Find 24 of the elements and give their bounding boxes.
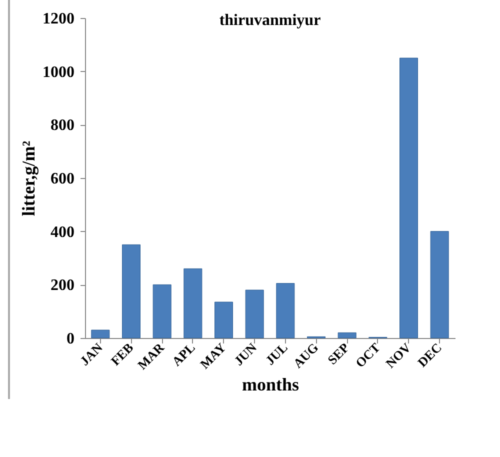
chart-title: thiruvanmiyur [219,12,321,29]
bar [214,302,233,338]
x-axis-title: months [242,374,300,394]
bar [430,231,449,338]
y-axis-title: litter,g/m² [18,140,38,216]
x-tick-label: APL [168,340,198,369]
bar [152,284,172,338]
y-tick-label: 0 [66,330,74,348]
x-tick-label: JUL [262,340,291,368]
bar [338,332,356,338]
bar [276,283,295,338]
y-tick-label: 600 [50,170,74,188]
y-tick-label: 1000 [42,64,74,81]
y-tick-label: 200 [50,277,74,294]
y-tick-label: 400 [50,224,74,241]
bar [184,268,202,338]
x-tick-label: SEP [324,340,352,368]
x-tick-label: FEB [108,340,136,368]
bar [122,244,140,338]
y-tick-label: 800 [50,117,74,134]
bar [245,290,264,338]
bar [400,58,418,338]
y-tick-label: 1200 [42,10,74,28]
bar [91,330,110,338]
